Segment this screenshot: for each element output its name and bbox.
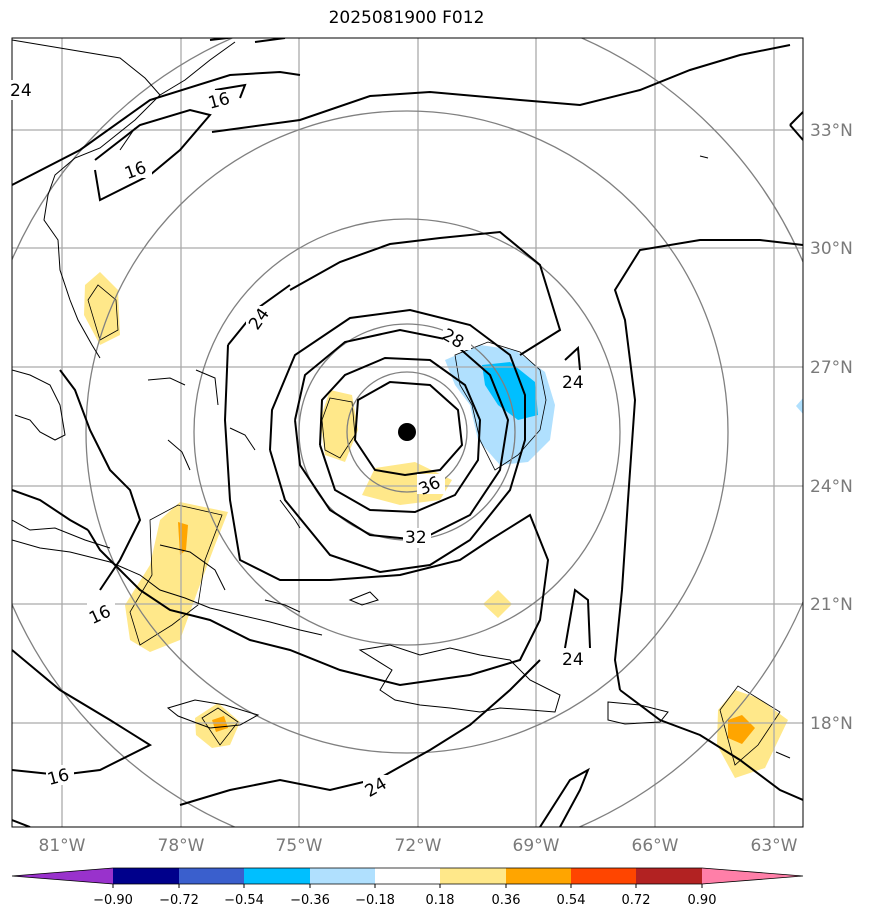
latitude-label: 18°N <box>810 714 853 734</box>
colorbar-tick-label: 0.36 <box>492 893 521 908</box>
longitude-label: 66°W <box>632 836 679 856</box>
latitude-label: 30°N <box>810 239 853 259</box>
longitude-label: 78°W <box>158 836 205 856</box>
map-border <box>11 37 804 828</box>
longitude-label: 72°W <box>395 836 442 856</box>
coastlines <box>12 39 791 759</box>
colorbar: −0.90 −0.72 −0.54 −0.36 −0.18 0.18 0.36 0.54 0.7… <box>11 867 804 908</box>
colorbar-tick-label: 0.54 <box>557 893 586 908</box>
longitude-label: 75°W <box>276 836 323 856</box>
colorbar-tick-label: −0.18 <box>355 893 395 908</box>
latitude-label: 33°N <box>810 121 853 141</box>
colorbar-tick-label: −0.90 <box>93 893 133 908</box>
colorbar-tick-label: −0.36 <box>290 893 330 908</box>
longitude-label: 69°W <box>513 836 560 856</box>
latitude-label: 27°N <box>810 358 853 378</box>
thin-contours <box>87 284 781 766</box>
longitude-label: 63°W <box>751 836 798 856</box>
latitude-label: 24°N <box>810 477 853 497</box>
colorbar-segment <box>440 868 506 884</box>
contour-label: 24 <box>562 373 584 393</box>
latitude-labels: 33°N 30°N 27°N 24°N 21°N 18°N <box>810 121 853 734</box>
colorbar-tick-label: −0.54 <box>224 893 264 908</box>
colorbar-tick-label: −0.72 <box>159 893 199 908</box>
colorbar-tick-label: 0.18 <box>426 893 455 908</box>
colorbar-segment <box>571 868 636 884</box>
colorbar-segment <box>244 868 310 884</box>
colorbar-segment <box>113 868 179 884</box>
colorbar-segment <box>375 868 440 884</box>
shaded-field <box>84 272 803 778</box>
longitude-labels: 81°W 78°W 75°W 72°W 69°W 66°W 63°W <box>39 836 798 856</box>
colorbar-segment <box>179 868 244 884</box>
colorbar-segment <box>506 868 571 884</box>
map-title: 2025081900 F012 <box>328 8 485 28</box>
thick-contours <box>12 38 803 827</box>
contour-label: 32 <box>405 528 427 548</box>
contour-label: 24 <box>562 650 584 670</box>
contour-label: 24 <box>10 81 32 101</box>
colorbar-extend-high <box>702 868 803 884</box>
colorbar-tick-label: 0.72 <box>622 893 651 908</box>
longitude-label: 81°W <box>39 836 86 856</box>
storm-center-marker <box>398 423 416 441</box>
colorbar-segment <box>310 868 375 884</box>
colorbar-segment <box>636 868 702 884</box>
latitude-label: 21°N <box>810 595 853 615</box>
colorbar-tick-label: 0.90 <box>688 893 717 908</box>
colorbar-extend-low <box>12 868 113 884</box>
